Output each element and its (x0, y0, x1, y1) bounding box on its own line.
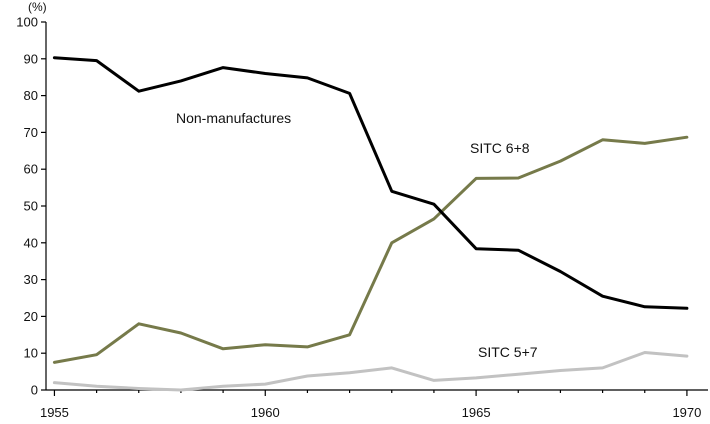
y-tick-label: 90 (24, 51, 38, 66)
series-line-sitc-6-8 (52, 135, 689, 364)
y-tick-label: 40 (24, 235, 38, 250)
series-label-sitc-6-8: SITC 6+8 (470, 140, 530, 156)
x-tick-label: 1970 (672, 405, 701, 420)
x-tick-label: 1955 (40, 405, 69, 420)
series-label-sitc-5-7: SITC 5+7 (478, 344, 538, 360)
y-tick-label: 20 (24, 309, 38, 324)
y-axis-ticks: 0 10 20 30 40 50 60 70 80 90 100 (16, 15, 46, 398)
x-tick-label: 1965 (462, 405, 491, 420)
series-lines (52, 56, 689, 392)
y-tick-label: 50 (24, 199, 38, 214)
y-tick-label: 0 (31, 383, 38, 398)
x-tick-label: 1960 (251, 405, 280, 420)
y-tick-label: 30 (24, 272, 38, 287)
series-line-sitc-5-7 (52, 351, 689, 392)
series-line-non-manufactures (52, 56, 689, 310)
y-tick-label: 60 (24, 162, 38, 177)
y-axis-unit-label: (%) (28, 0, 47, 14)
x-axis-ticks: 1955 1960 1965 1970 (40, 390, 701, 420)
y-tick-label: 100 (16, 15, 38, 30)
series-label-non-manufactures: Non-manufactures (176, 110, 291, 126)
y-tick-label: 80 (24, 88, 38, 103)
y-tick-label: 10 (24, 346, 38, 361)
y-tick-label: 70 (24, 125, 38, 140)
